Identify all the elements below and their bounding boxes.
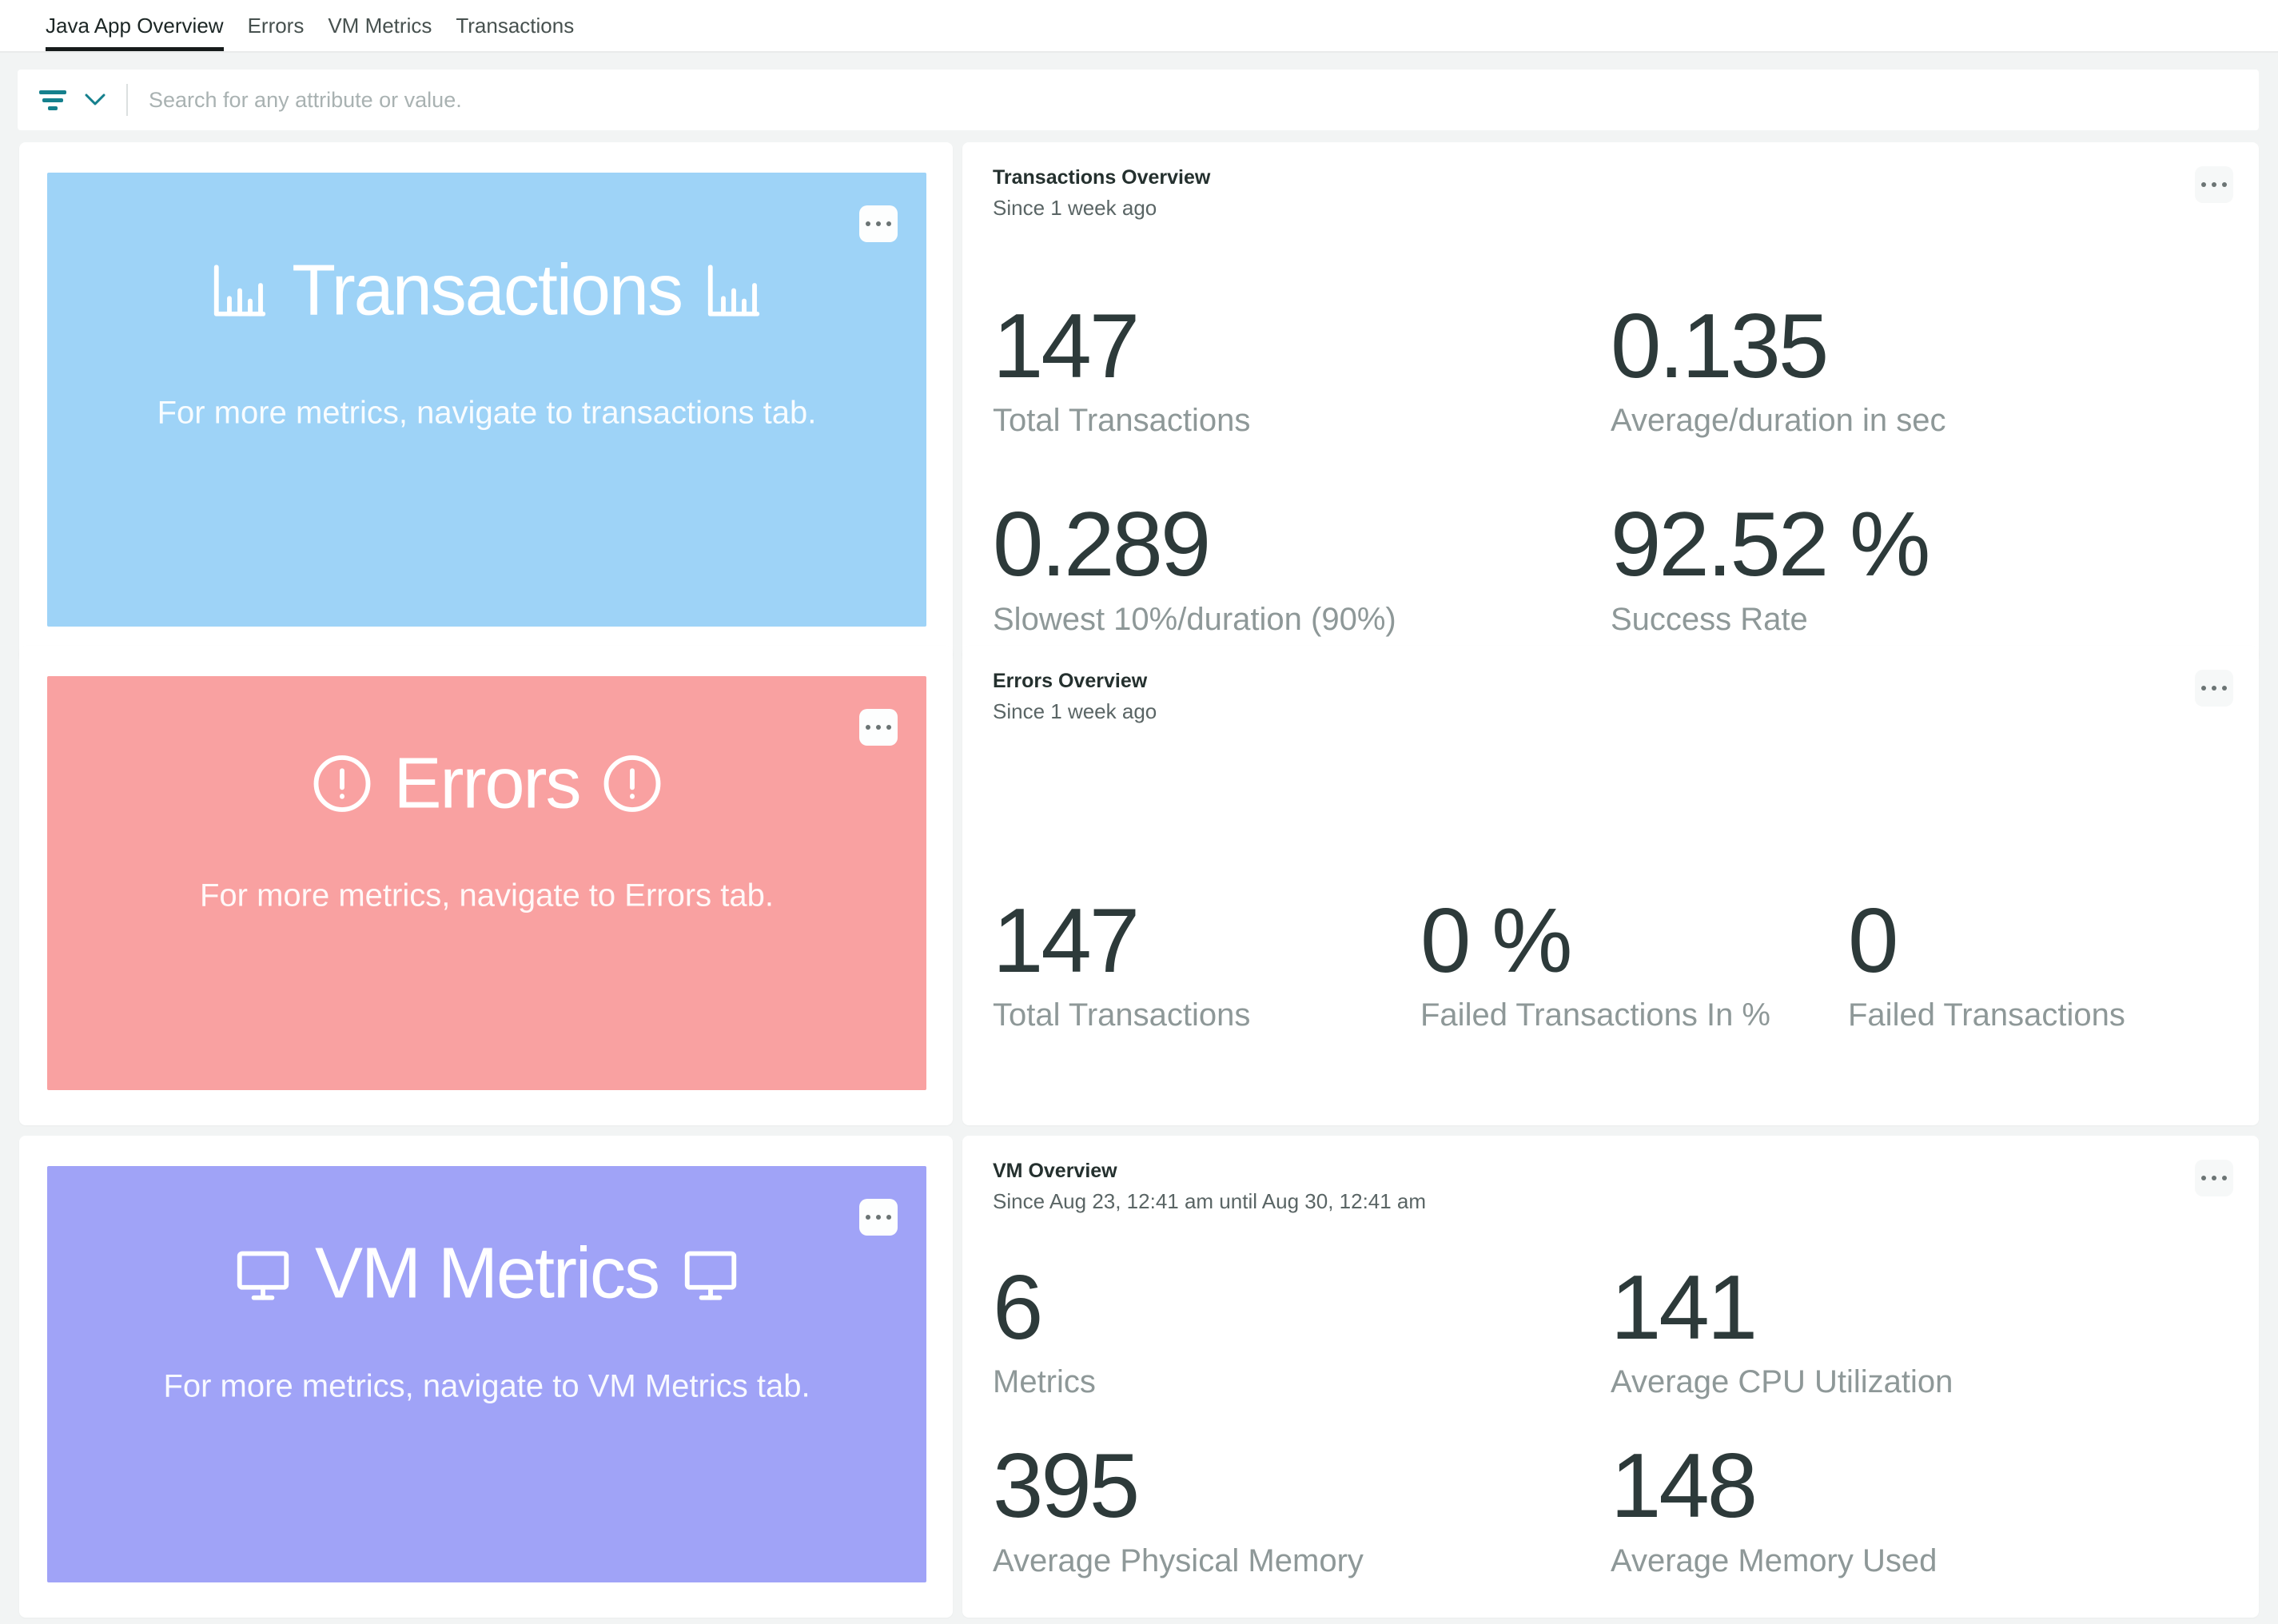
ellipsis-icon <box>866 1215 891 1220</box>
metric-label: Failed Transactions In % <box>1420 997 1770 1033</box>
metric-value: 0.135 <box>1611 296 1829 397</box>
alert-circle-icon <box>313 755 370 813</box>
vm-overview-card: VM Overview Since Aug 23, 12:41 am until… <box>962 1136 2259 1618</box>
metric: 92.52 % Success Rate <box>1611 495 2228 637</box>
filter-icon[interactable] <box>38 90 67 110</box>
ellipsis-menu-button[interactable] <box>2195 670 2233 707</box>
ellipsis-icon <box>2201 1176 2227 1180</box>
metric-value: 6 <box>993 1257 1043 1359</box>
metric: 6 Metrics <box>993 1258 1611 1400</box>
ellipsis-menu-button[interactable] <box>2195 1160 2233 1196</box>
metric-value: 141 <box>1611 1257 1758 1359</box>
transactions-banner-title: Transactions <box>47 249 926 332</box>
monitor-icon <box>684 1251 737 1300</box>
ellipsis-icon <box>2201 686 2227 691</box>
metrics-grid: 147 Total Transactions 0 % Failed Transa… <box>993 891 2228 1033</box>
metric: 395 Average Physical Memory <box>993 1436 1611 1578</box>
errors-banner-message: For more metrics, navigate to Errors tab… <box>199 878 774 914</box>
vm-metrics-banner-message: For more metrics, navigate to VM Metrics… <box>163 1368 810 1404</box>
metric-label: Average Physical Memory <box>993 1542 1364 1578</box>
search-divider <box>126 84 128 116</box>
transactions-banner-card: Transactions For more metrics, navigate … <box>19 142 953 662</box>
ellipsis-menu-button[interactable] <box>859 1199 898 1236</box>
row-vm-metrics: VM Metrics For more metrics, navigate to… <box>19 1136 2259 1618</box>
metric-label: Average/duration in sec <box>1611 403 1946 439</box>
metric: 0.135 Average/duration in sec <box>1611 297 2228 439</box>
bar-chart-icon <box>213 265 266 316</box>
metrics-grid: 6 Metrics 141 Average CPU Utilization 39… <box>993 1258 2228 1579</box>
ellipsis-menu-button[interactable] <box>859 205 898 242</box>
metric-label: Average CPU Utilization <box>1611 1364 1953 1400</box>
tab-java-app-overview[interactable]: Java App Overview <box>46 0 224 51</box>
metric-label: Metrics <box>993 1364 1096 1400</box>
metric-value: 0 <box>1848 890 1898 992</box>
errors-banner-card: Errors For more metrics, navigate to Err… <box>19 646 953 1125</box>
tab-errors[interactable]: Errors <box>247 13 305 38</box>
banner-title-text: Errors <box>393 743 582 824</box>
banner-title-text: Transactions <box>292 250 683 331</box>
ellipsis-menu-button[interactable] <box>859 709 898 746</box>
row-errors: Errors For more metrics, navigate to Err… <box>19 646 2259 1125</box>
metric-label: Slowest 10%/duration (90%) <box>993 601 1396 637</box>
monitor-icon <box>237 1251 289 1300</box>
metric: 147 Total Transactions <box>993 891 1420 1033</box>
vm-metrics-banner: VM Metrics For more metrics, navigate to… <box>47 1166 926 1582</box>
alert-circle-icon <box>603 755 660 813</box>
metrics-grid: 147 Total Transactions 0.135 Average/dur… <box>993 297 2228 638</box>
ellipsis-icon <box>866 221 891 226</box>
metric-value: 92.52 % <box>1611 494 1930 596</box>
metric: 147 Total Transactions <box>993 297 1611 439</box>
metric: 0 % Failed Transactions In % <box>1420 891 1848 1033</box>
metric-label: Average Memory Used <box>1611 1542 1937 1578</box>
metric: 0 Failed Transactions <box>1848 891 2228 1033</box>
errors-overview-card: Errors Overview Since 1 week ago 147 Tot… <box>962 646 2259 1125</box>
tab-vm-metrics[interactable]: VM Metrics <box>328 13 432 38</box>
vm-metrics-banner-card: VM Metrics For more metrics, navigate to… <box>19 1136 953 1618</box>
metric-label: Success Rate <box>1611 601 1808 637</box>
search-bar <box>18 70 2259 130</box>
top-tab-bar: Java App Overview Errors VM Metrics Tran… <box>0 0 2278 53</box>
row-transactions: Transactions For more metrics, navigate … <box>19 142 2259 662</box>
metric-value: 147 <box>993 890 1140 992</box>
metric-label: Total Transactions <box>993 403 1251 439</box>
chevron-down-icon[interactable] <box>85 94 106 106</box>
search-input[interactable] <box>149 87 2238 113</box>
metric: 141 Average CPU Utilization <box>1611 1258 2228 1400</box>
metric: 0.289 Slowest 10%/duration (90%) <box>993 495 1611 637</box>
ellipsis-icon <box>866 725 891 730</box>
ellipsis-icon <box>2201 182 2227 187</box>
card-time-range: Since 1 week ago <box>993 699 1157 723</box>
transactions-banner: Transactions For more metrics, navigate … <box>47 173 926 627</box>
tab-transactions[interactable]: Transactions <box>456 13 575 38</box>
bar-chart-icon <box>707 265 760 316</box>
errors-banner-title: Errors <box>47 742 926 825</box>
metric-value: 0.289 <box>993 494 1211 596</box>
card-time-range: Since Aug 23, 12:41 am until Aug 30, 12:… <box>993 1189 1427 1213</box>
banner-title-text: VM Metrics <box>315 1233 660 1314</box>
metric-label: Failed Transactions <box>1848 997 2125 1033</box>
ellipsis-menu-button[interactable] <box>2195 166 2233 203</box>
metric-value: 148 <box>1611 1435 1758 1538</box>
card-title: VM Overview <box>993 1160 1117 1182</box>
errors-banner: Errors For more metrics, navigate to Err… <box>47 676 926 1090</box>
card-title: Errors Overview <box>993 670 1148 692</box>
metric-value: 395 <box>993 1435 1140 1538</box>
vm-metrics-banner-title: VM Metrics <box>47 1233 926 1316</box>
card-title: Transactions Overview <box>993 166 1211 189</box>
metric-value: 0 % <box>1420 890 1572 992</box>
transactions-banner-message: For more metrics, navigate to transactio… <box>157 395 817 431</box>
metric-value: 147 <box>993 296 1140 397</box>
metric: 148 Average Memory Used <box>1611 1436 2228 1578</box>
dashboard-content: Transactions For more metrics, navigate … <box>0 142 2278 1618</box>
metric-label: Total Transactions <box>993 997 1251 1033</box>
transactions-overview-card: Transactions Overview Since 1 week ago 1… <box>962 142 2259 662</box>
card-time-range: Since 1 week ago <box>993 196 1157 220</box>
